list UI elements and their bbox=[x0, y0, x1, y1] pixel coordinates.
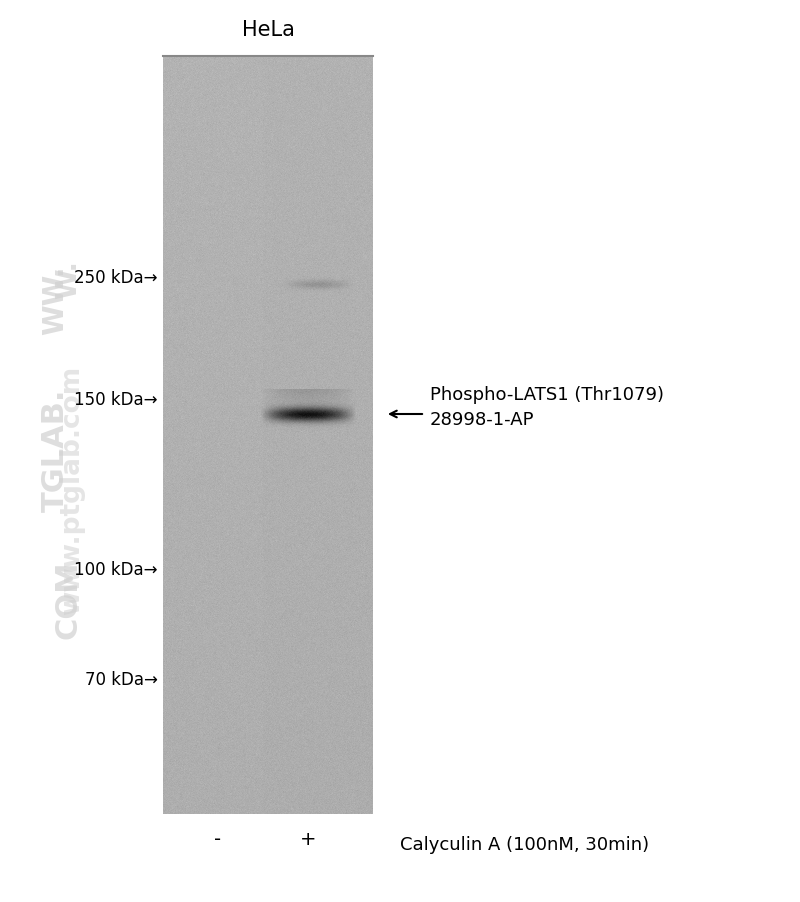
Text: 100 kDa→: 100 kDa→ bbox=[74, 560, 158, 578]
Text: WW.: WW. bbox=[41, 265, 69, 335]
Text: Phospho-LATS1 (Thr1079)
28998-1-AP: Phospho-LATS1 (Thr1079) 28998-1-AP bbox=[430, 386, 664, 429]
Text: TGLAB.: TGLAB. bbox=[41, 388, 70, 511]
Text: 150 kDa→: 150 kDa→ bbox=[74, 391, 158, 409]
Text: HeLa: HeLa bbox=[242, 20, 294, 40]
Text: COM: COM bbox=[54, 560, 82, 639]
Text: 250 kDa→: 250 kDa→ bbox=[74, 269, 158, 287]
Text: 70 kDa→: 70 kDa→ bbox=[85, 670, 158, 688]
Text: W.: W. bbox=[54, 260, 82, 299]
Text: Calyculin A (100nM, 30min): Calyculin A (100nM, 30min) bbox=[400, 835, 649, 853]
Text: -: - bbox=[214, 830, 222, 849]
Text: www.ptglab.com: www.ptglab.com bbox=[59, 365, 85, 614]
Text: +: + bbox=[300, 830, 316, 849]
